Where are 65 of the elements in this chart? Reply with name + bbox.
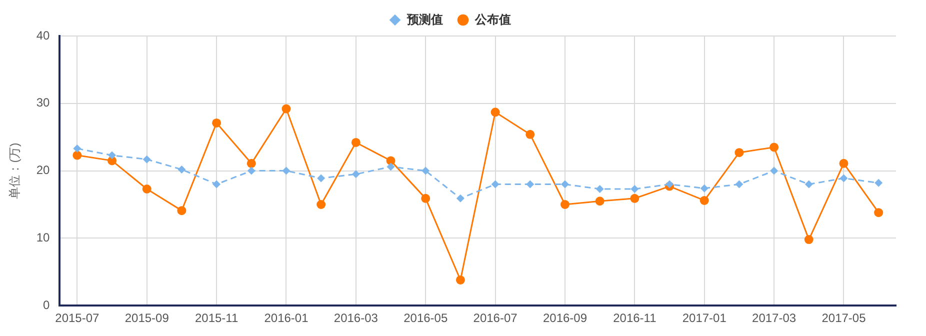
point bbox=[108, 151, 116, 160]
point bbox=[142, 184, 152, 194]
point bbox=[142, 155, 151, 164]
point bbox=[422, 166, 430, 175]
point bbox=[874, 208, 884, 218]
x-tick-label: 2016-07 bbox=[473, 311, 518, 326]
point bbox=[352, 170, 360, 178]
point bbox=[247, 166, 256, 175]
point bbox=[595, 196, 604, 206]
point bbox=[351, 138, 360, 147]
point bbox=[212, 180, 221, 188]
point bbox=[526, 180, 534, 188]
point bbox=[874, 178, 883, 187]
y-tick-label: 40 bbox=[36, 28, 50, 42]
point bbox=[316, 200, 326, 209]
x-tick-label: 2017-03 bbox=[752, 311, 796, 326]
point bbox=[630, 185, 639, 193]
y-tick-label: 0 bbox=[43, 298, 50, 312]
x-tick-label: 2017-05 bbox=[822, 311, 866, 326]
x-tick-label: 2015-09 bbox=[124, 311, 170, 326]
point bbox=[178, 165, 186, 174]
point bbox=[840, 174, 848, 182]
point bbox=[456, 275, 465, 284]
point bbox=[735, 180, 744, 188]
point bbox=[700, 184, 708, 192]
point bbox=[804, 235, 814, 244]
point bbox=[526, 130, 535, 139]
point bbox=[456, 194, 464, 202]
point bbox=[770, 166, 778, 175]
point bbox=[666, 180, 674, 188]
point bbox=[490, 108, 500, 117]
x-tick-label: 2016-09 bbox=[542, 311, 588, 326]
point bbox=[246, 158, 256, 168]
point bbox=[282, 166, 290, 175]
point bbox=[177, 206, 186, 216]
y-tick-label: 30 bbox=[36, 96, 50, 110]
point bbox=[560, 200, 570, 209]
point bbox=[596, 185, 604, 193]
x-tick-label: 2016-11 bbox=[613, 311, 657, 326]
x-tick-label: 2016-01 bbox=[264, 311, 309, 326]
x-tick-label: 2016-05 bbox=[404, 311, 448, 326]
y-tick-label: 20 bbox=[36, 163, 50, 178]
x-tick-label: 2017-01 bbox=[682, 311, 727, 326]
legend-label: 预测值 bbox=[406, 12, 443, 26]
x-tick-label: 2016-03 bbox=[334, 311, 378, 326]
point bbox=[734, 148, 744, 158]
y-axis-title: 单位：(万) bbox=[8, 142, 22, 199]
point bbox=[212, 118, 222, 128]
point bbox=[804, 180, 813, 188]
point bbox=[770, 142, 779, 152]
point bbox=[839, 158, 848, 168]
x-tick-label: 2015-07 bbox=[55, 311, 100, 326]
point bbox=[700, 196, 709, 205]
point bbox=[386, 162, 395, 171]
point bbox=[560, 180, 569, 188]
point bbox=[282, 104, 291, 114]
point bbox=[421, 194, 430, 203]
legend-label: 公布值 bbox=[474, 12, 511, 26]
point bbox=[72, 150, 82, 160]
point bbox=[491, 180, 500, 188]
point bbox=[630, 194, 640, 203]
point bbox=[317, 174, 326, 182]
point bbox=[73, 144, 82, 153]
y-tick-label: 10 bbox=[36, 230, 50, 245]
x-tick-label: 2015-11 bbox=[194, 311, 238, 326]
